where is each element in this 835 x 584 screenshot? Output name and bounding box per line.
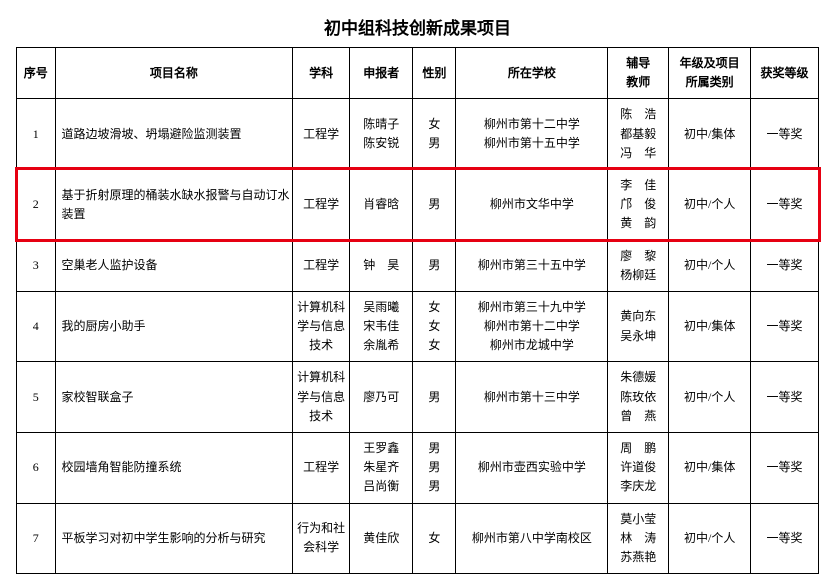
cell-award: 一等奖 bbox=[750, 240, 818, 291]
th-category: 年级及项目 所属类别 bbox=[669, 48, 751, 99]
cell-award: 一等奖 bbox=[750, 362, 818, 433]
cell-name: 我的厨房小助手 bbox=[55, 291, 293, 362]
table-row: 5家校智联盒子计算机科学与信息技术廖乃可男柳州市第十三中学朱德媛 陈玫依 曾 燕… bbox=[17, 362, 819, 433]
cell-category: 初中/集体 bbox=[669, 433, 751, 504]
cell-no: 5 bbox=[17, 362, 56, 433]
cell-school: 柳州市第十二中学 柳州市第十五中学 bbox=[456, 99, 608, 170]
cell-name: 平板学习对初中学生影响的分析与研究 bbox=[55, 503, 293, 574]
table-row: 2基于折射原理的桶装水缺水报警与自动订水装置工程学肖睿晗男柳州市文华中学李 佳 … bbox=[17, 169, 819, 240]
table-row: 3空巢老人监护设备工程学钟 昊男柳州市第三十五中学廖 黎 杨柳廷初中/个人一等奖 bbox=[17, 240, 819, 291]
cell-gender: 男 bbox=[413, 240, 456, 291]
cell-declarant: 陈晴子 陈安锐 bbox=[350, 99, 413, 170]
cell-school: 柳州市第十三中学 bbox=[456, 362, 608, 433]
cell-school: 柳州市第三十九中学 柳州市第十二中学 柳州市龙城中学 bbox=[456, 291, 608, 362]
cell-subject: 工程学 bbox=[293, 99, 350, 170]
cell-award: 一等奖 bbox=[750, 291, 818, 362]
cell-name: 家校智联盒子 bbox=[55, 362, 293, 433]
cell-subject: 计算机科学与信息技术 bbox=[293, 362, 350, 433]
cell-no: 1 bbox=[17, 99, 56, 170]
cell-category: 初中/个人 bbox=[669, 503, 751, 574]
table-row: 7平板学习对初中学生影响的分析与研究行为和社会科学黄佳欣女柳州市第八中学南校区莫… bbox=[17, 503, 819, 574]
cell-category: 初中/个人 bbox=[669, 362, 751, 433]
cell-award: 一等奖 bbox=[750, 503, 818, 574]
page-title: 初中组科技创新成果项目 bbox=[16, 14, 819, 39]
cell-subject: 行为和社会科学 bbox=[293, 503, 350, 574]
cell-teacher: 陈 浩 都基毅 冯 华 bbox=[608, 99, 669, 170]
table-row: 6校园墙角智能防撞系统工程学王罗鑫 朱星齐 吕尚衡男 男 男柳州市壶西实验中学周… bbox=[17, 433, 819, 504]
cell-gender: 女 女 女 bbox=[413, 291, 456, 362]
cell-declarant: 廖乃可 bbox=[350, 362, 413, 433]
cell-gender: 男 男 男 bbox=[413, 433, 456, 504]
cell-subject: 计算机科学与信息技术 bbox=[293, 291, 350, 362]
cell-award: 一等奖 bbox=[750, 433, 818, 504]
cell-name: 空巢老人监护设备 bbox=[55, 240, 293, 291]
cell-declarant: 肖睿晗 bbox=[350, 169, 413, 240]
cell-teacher: 周 鹏 许道俊 李庆龙 bbox=[608, 433, 669, 504]
cell-school: 柳州市第三十五中学 bbox=[456, 240, 608, 291]
cell-name: 基于折射原理的桶装水缺水报警与自动订水装置 bbox=[55, 169, 293, 240]
cell-teacher: 黄向东 吴永坤 bbox=[608, 291, 669, 362]
cell-no: 7 bbox=[17, 503, 56, 574]
cell-no: 2 bbox=[17, 169, 56, 240]
cell-teacher: 莫小莹 林 涛 苏燕艳 bbox=[608, 503, 669, 574]
cell-declarant: 吴雨曦 宋韦佳 余胤希 bbox=[350, 291, 413, 362]
cell-gender: 男 bbox=[413, 362, 456, 433]
cell-teacher: 李 佳 邝 俊 黄 韵 bbox=[608, 169, 669, 240]
cell-no: 6 bbox=[17, 433, 56, 504]
cell-category: 初中/个人 bbox=[669, 240, 751, 291]
cell-subject: 工程学 bbox=[293, 433, 350, 504]
th-gender: 性别 bbox=[413, 48, 456, 99]
cell-declarant: 黄佳欣 bbox=[350, 503, 413, 574]
cell-declarant: 钟 昊 bbox=[350, 240, 413, 291]
cell-teacher: 朱德媛 陈玫依 曾 燕 bbox=[608, 362, 669, 433]
cell-gender: 女 男 bbox=[413, 99, 456, 170]
cell-no: 3 bbox=[17, 240, 56, 291]
th-subject: 学科 bbox=[293, 48, 350, 99]
cell-name: 道路边坡滑坡、坍塌避险监测装置 bbox=[55, 99, 293, 170]
table-body: 1道路边坡滑坡、坍塌避险监测装置工程学陈晴子 陈安锐女 男柳州市第十二中学 柳州… bbox=[17, 99, 819, 574]
cell-declarant: 王罗鑫 朱星齐 吕尚衡 bbox=[350, 433, 413, 504]
cell-award: 一等奖 bbox=[750, 99, 818, 170]
table-wrapper: 序号 项目名称 学科 申报者 性别 所在学校 辅导 教师 年级及项目 所属类别 … bbox=[16, 47, 819, 574]
cell-subject: 工程学 bbox=[293, 240, 350, 291]
cell-category: 初中/个人 bbox=[669, 169, 751, 240]
cell-category: 初中/集体 bbox=[669, 99, 751, 170]
th-teacher: 辅导 教师 bbox=[608, 48, 669, 99]
cell-name: 校园墙角智能防撞系统 bbox=[55, 433, 293, 504]
cell-school: 柳州市壶西实验中学 bbox=[456, 433, 608, 504]
cell-school: 柳州市文华中学 bbox=[456, 169, 608, 240]
th-award: 获奖等级 bbox=[750, 48, 818, 99]
cell-category: 初中/集体 bbox=[669, 291, 751, 362]
th-name: 项目名称 bbox=[55, 48, 293, 99]
results-table: 序号 项目名称 学科 申报者 性别 所在学校 辅导 教师 年级及项目 所属类别 … bbox=[16, 47, 819, 574]
th-declarant: 申报者 bbox=[350, 48, 413, 99]
th-school: 所在学校 bbox=[456, 48, 608, 99]
cell-gender: 女 bbox=[413, 503, 456, 574]
table-row: 1道路边坡滑坡、坍塌避险监测装置工程学陈晴子 陈安锐女 男柳州市第十二中学 柳州… bbox=[17, 99, 819, 170]
cell-subject: 工程学 bbox=[293, 169, 350, 240]
cell-school: 柳州市第八中学南校区 bbox=[456, 503, 608, 574]
cell-teacher: 廖 黎 杨柳廷 bbox=[608, 240, 669, 291]
cell-no: 4 bbox=[17, 291, 56, 362]
th-no: 序号 bbox=[17, 48, 56, 99]
table-header-row: 序号 项目名称 学科 申报者 性别 所在学校 辅导 教师 年级及项目 所属类别 … bbox=[17, 48, 819, 99]
cell-gender: 男 bbox=[413, 169, 456, 240]
cell-award: 一等奖 bbox=[750, 169, 818, 240]
table-row: 4我的厨房小助手计算机科学与信息技术吴雨曦 宋韦佳 余胤希女 女 女柳州市第三十… bbox=[17, 291, 819, 362]
